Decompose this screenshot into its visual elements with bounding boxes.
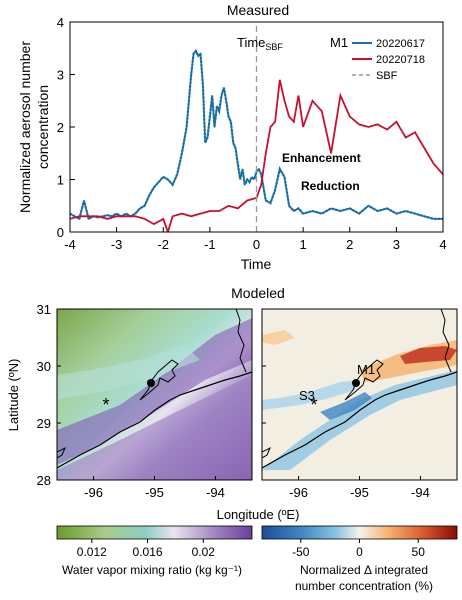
map-right-blue-band-north [262,380,360,410]
map-left-border [235,309,247,373]
top-ylabel-line1: Normalized aerosol number [17,41,33,213]
bottom-title: Modeled [231,285,285,301]
map-left-bay [139,359,179,401]
map-left-star: * [102,395,109,415]
top-ytick-label: 3 [57,68,64,83]
colorbar-right-tick-label: 0 [356,545,363,559]
map-right-blue-core [320,392,372,420]
map-right-orange-spot [262,330,295,345]
map-right-star: * [310,395,317,415]
map-right-bay [344,359,384,401]
top-ytick-label: 1 [57,173,64,188]
map-left-ytick-label: 29 [37,416,51,431]
map-left-sw-coast [57,446,66,459]
top-ylabel: Normalized aerosol number concentration [17,41,51,213]
colorbar-left-tick-label: 0.012 [77,545,107,559]
top-xtick-label: 3 [393,237,400,252]
bottom-ylabel: Latitude (ºN) [6,359,21,432]
top-ytick-label: 0 [57,225,64,240]
map-left-dry-band [57,345,200,400]
map-left-ytick-label: 28 [37,473,51,488]
reduction-label: Reduction [301,179,360,193]
colorbar-right [261,525,458,540]
map-right-xtick-label: -95 [350,485,369,500]
map-axis-ticks: -96 -95 -94 28 29 30 31 -96 -95 -94 [37,302,430,500]
colorbar-left [56,525,253,540]
map-left-site-m1-dot [147,379,155,387]
colorbar-left-label: Water vapor mixing ratio (kg kg⁻¹) [62,563,242,577]
top-xtick-label: -4 [64,237,76,252]
top-xtick-label: 0 [253,237,260,252]
legend-label-sbf: SBF [376,70,398,82]
map-right-s3-label: S3 [299,388,315,403]
colorbar-left-tick-label: 0.02 [192,545,216,559]
colorbar-right-label-line2: number concentration (%) [295,579,433,593]
map-left-ytick-label: 30 [37,359,51,374]
site-label-m1: M1 [330,35,348,50]
top-title: Measured [227,2,289,18]
colorbar-right-tick-label: 50 [412,545,426,559]
colorbar-right-label-line1: Normalized Δ integrated [300,563,428,577]
top-ylabel-line2: concentration [35,85,51,169]
map-right-m1-label: M1 [357,362,375,377]
bottom-xlabel: Longitude (ºE) [217,507,300,522]
colorbar-right-ticks: -50 0 50 [292,539,425,559]
legend-label-20220718: 20220718 [376,54,425,66]
top-xlabel: Time [241,256,272,272]
map-left-coastline [57,371,252,469]
map-left-purple-south [57,375,252,480]
map-right-border [440,309,452,373]
map-right-sw-coast [262,446,271,459]
top-xtick-label: -1 [204,237,216,252]
legend-label-20220617: 20220617 [376,38,425,50]
map-left-xtick-label: -96 [84,485,103,500]
time-sbf-main: Time [237,35,265,50]
map-right-xtick-label: -94 [411,485,430,500]
time-sbf-sub: SBF [265,42,283,52]
colorbar-right-tick-label: -50 [292,545,310,559]
map-left-xtick-label: -95 [145,485,164,500]
map-right [262,309,457,480]
map-left-moist-plume [57,318,252,465]
map-right-blue-band [262,370,457,470]
top-xtick-label: 2 [346,237,353,252]
colorbar-left-ticks: 0.012 0.016 0.02 [77,539,215,559]
top-plot-area [70,22,443,232]
time-sbf-label: TimeSBF [237,35,283,52]
colorbar-left-tick-label: 0.016 [133,545,163,559]
top-plot-frame [69,21,444,233]
top-xtick-label: 4 [439,237,446,252]
top-xtick-label: 1 [300,237,307,252]
map-right-xtick-label: -96 [289,485,308,500]
map-left-ytick-label: 31 [37,302,51,317]
map-left [57,309,252,480]
top-xtick-label: -3 [111,237,123,252]
map-left-xtick-label: -94 [206,485,225,500]
enhancement-label: Enhancement [282,151,361,165]
top-xtick-label: -2 [157,237,169,252]
legend: 20220617 20220718 SBF [352,38,425,82]
series-line-20220617 [70,48,443,221]
map-right-red-core [400,346,457,364]
map-right-site-m1-dot [352,379,360,387]
top-ytick-label: 2 [57,120,64,135]
map-right-coastline [262,371,457,469]
top-ytick-label: 4 [57,15,64,30]
series-line-20220718 [70,79,443,232]
